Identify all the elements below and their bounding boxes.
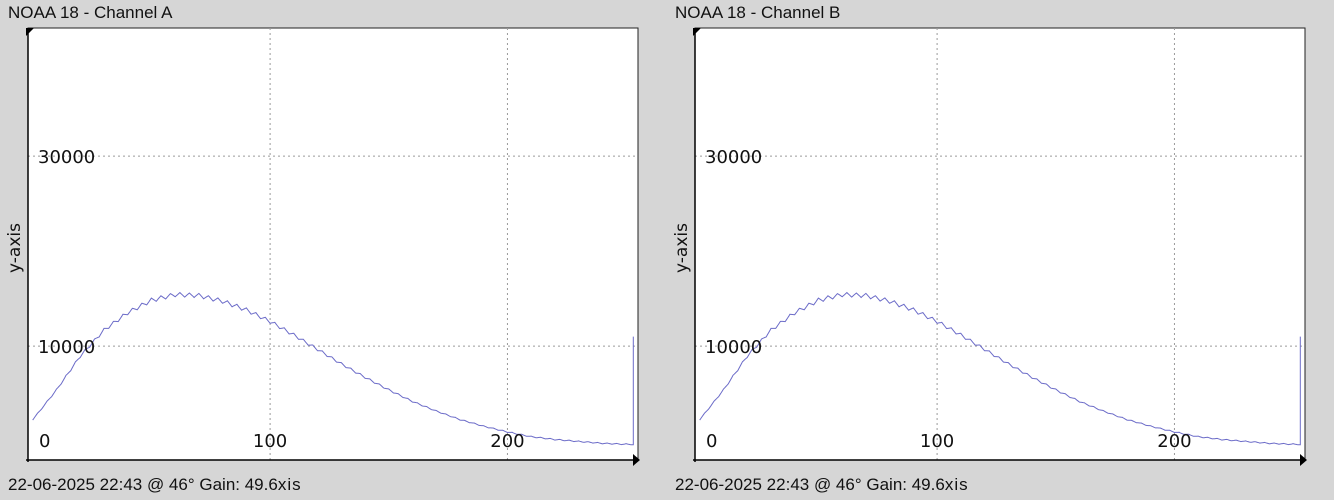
channel-a-panel: NOAA 18 - Channel A 0 100 200 10000 30000 y-a… [0, 0, 667, 500]
plot-area [694, 27, 1306, 461]
series-line [699, 291, 1301, 446]
y-axis-label: y-axis [5, 223, 25, 273]
channel-b-chart[interactable]: 0 100 200 10000 30000 y-axis [667, 0, 1334, 500]
y-tick-label: 10000 [38, 337, 95, 358]
y-tick-label: 10000 [705, 337, 762, 358]
footer-text: 22-06-2025 22:43 @ 46° Gain: 49.6 [8, 475, 278, 494]
y-axis-arrow [693, 28, 701, 36]
y-tick-label: 30000 [705, 147, 762, 168]
y-tick-label: 30000 [38, 147, 95, 168]
x-tick-label: 100 [920, 431, 954, 452]
panel-title: NOAA 18 - Channel B [675, 3, 841, 22]
x-axis-arrow [1300, 454, 1307, 466]
channel-a-chart[interactable]: 0 100 200 10000 30000 y-axis [0, 0, 667, 500]
x-axis-label: xis [944, 475, 969, 494]
y-axis-arrow [26, 28, 34, 36]
x-tick-label: 0 [706, 431, 717, 452]
y-axis-label: y-axis [672, 223, 692, 273]
footer-status: 22-06-2025 22:43 @ 46° Gain: 49.6xis [675, 475, 969, 495]
x-axis-arrow [633, 454, 640, 466]
channel-b-panel: NOAA 18 - Channel B 0 100 200 10000 30000 y-a… [667, 0, 1334, 500]
x-tick-label: 200 [1157, 431, 1191, 452]
footer-status: 22-06-2025 22:43 @ 46° Gain: 49.6xis [8, 475, 302, 495]
x-tick-label: 200 [490, 431, 524, 452]
series-line [32, 291, 634, 446]
x-axis-label: xis [277, 475, 302, 494]
plot-area [27, 27, 639, 461]
x-tick-label: 100 [253, 431, 287, 452]
x-tick-label: 0 [39, 431, 50, 452]
panel-title: NOAA 18 - Channel A [8, 3, 173, 22]
footer-text: 22-06-2025 22:43 @ 46° Gain: 49.6 [675, 475, 945, 494]
